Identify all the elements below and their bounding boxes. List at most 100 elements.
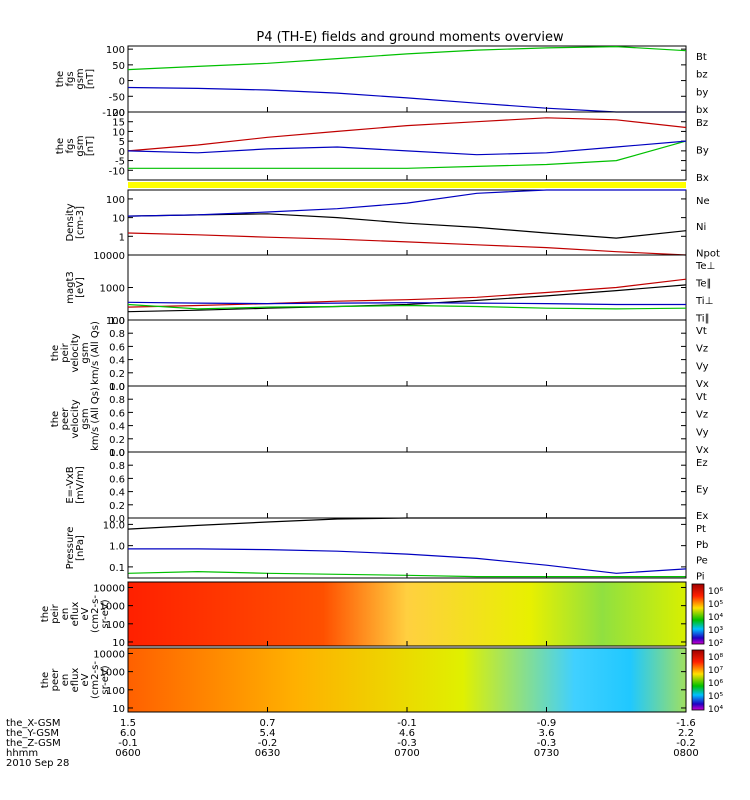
y-tick-label: 20 [112, 108, 125, 119]
y-tick-label: 0.6 [109, 408, 125, 419]
ephemeris-value: -0.3 [397, 738, 417, 749]
y-axis-label: (cm2-s- [90, 661, 101, 699]
legend-entry: Te⊥ [695, 261, 715, 272]
panel-frame [127, 517, 687, 579]
legend-entry: bx [696, 105, 708, 116]
y-tick-label: -50 [109, 92, 125, 103]
y-axis-label: km/s (All Qs) [90, 321, 101, 385]
panel-peir_eflux: 10⁶ 10⁵ 10⁴ 10³ 10² 10000 1000 100 10 the peir en ef… [40, 581, 723, 649]
legend-entry: Pt [696, 524, 706, 535]
y-tick-label: 1.0 [109, 316, 125, 327]
legend-entry: Ni [696, 222, 706, 233]
y-axis-label: en [60, 608, 71, 621]
y-tick-label: 0.8 [109, 395, 125, 406]
panel-pressure: 10.0 1.0 0.1 Pressure [nPa] Pt Pb Pe Pi [65, 517, 708, 583]
ephemeris-value: -0.2 [676, 738, 696, 749]
panel-frame [127, 385, 687, 453]
colorbar-peer_eflux [691, 649, 705, 711]
ephemeris-value: 6.0 [120, 728, 136, 739]
y-axis-label: eV [80, 607, 91, 620]
ephemeris-value: 3.6 [539, 728, 555, 739]
y-axis-label: sr-eV) [100, 665, 111, 694]
y-tick-label: -5 [115, 157, 125, 168]
y-tick-label: 1000 [100, 602, 125, 613]
y-tick-label: 1 [119, 232, 125, 243]
colorbar-label: 10⁷ [708, 666, 723, 676]
y-tick-label: 100 [106, 195, 125, 206]
spectrogram-peer_eflux [128, 648, 686, 712]
y-tick-label: 0.2 [109, 501, 125, 512]
panel-density: 100 10 1 Density [cm-3] Ne Ni Npot [65, 189, 720, 259]
panel-peir_velocity: 1.0 0.8 0.6 0.4 0.2 0.0 the peir velocity gsm km/s… [50, 316, 709, 393]
y-axis-label: [cm-3] [75, 206, 86, 239]
y-tick-label: -10 [109, 166, 125, 177]
ephemeris-value: 0700 [394, 748, 419, 759]
legend-entry: Ez [696, 458, 708, 469]
series-line-by [127, 45, 687, 71]
legend-entry: Vt [696, 392, 707, 403]
colorbar-label: 10³ [708, 626, 723, 636]
y-tick-label: 100 [106, 620, 125, 631]
y-tick-label: 100 [106, 686, 125, 697]
ephemeris-label: hhmm [6, 748, 38, 759]
legend-entry: Pe [696, 556, 708, 567]
y-axis-label: sr-eV) [100, 599, 111, 628]
panel-efield: 1.0 0.8 0.6 0.4 0.2 0.0 E=-VxB [mV/m] Ez Ey Ex [65, 448, 708, 525]
legend-entry: Vt [696, 326, 707, 337]
legend-entry: Pi [696, 572, 705, 583]
legend-entry: Bx [696, 173, 709, 184]
y-axis-label: the [50, 345, 61, 361]
y-axis-label: gsm [75, 135, 86, 156]
y-axis-label: the [40, 672, 51, 688]
panel-frame [127, 319, 687, 387]
series-line-Npot [127, 189, 686, 217]
y-axis-label: velocity [70, 399, 81, 438]
legend-entry: Vy [696, 427, 709, 438]
y-axis-label: the [40, 606, 51, 622]
chart-title: P4 (TH-E) fields and ground moments over… [256, 30, 564, 45]
y-tick-label: 1.0 [109, 382, 125, 393]
y-tick-label: 0.0 [109, 382, 125, 393]
panel-peer_eflux: 10⁸ 10⁷ 10⁶ 10⁵ 10⁴ 10000 1000 100 10 the peer en ef… [40, 647, 723, 715]
flag-bar [128, 182, 686, 188]
ephemeris-label: the_Z-GSM [6, 738, 61, 749]
legend-entry: Vz [696, 344, 708, 355]
panel-temperature: 10000 1000 100 magt3 [eV] Te⊥ Te∥ Ti⊥ Ti∥ [65, 251, 715, 327]
y-axis-label: en [60, 674, 71, 687]
y-tick-label: 0.0 [109, 448, 125, 459]
y-tick-label: 10 [112, 704, 125, 715]
y-axis-label: [nT] [85, 69, 96, 89]
colorbar-label: 10⁶ [708, 587, 723, 597]
series-line-Te⊥ [127, 278, 687, 308]
ephemeris-value: -0.1 [397, 718, 417, 729]
y-tick-label: 1.0 [109, 542, 125, 553]
y-tick-label: 0.4 [109, 488, 125, 499]
legend-entry: Ex [696, 511, 708, 522]
ephemeris-label: the_X-GSM [6, 718, 60, 729]
ephemeris-value: 1.5 [120, 718, 136, 729]
series-line-Ni [127, 213, 687, 239]
y-axis-label: the [50, 411, 61, 427]
legend-entry: Vy [696, 361, 709, 372]
colorbar-label: 10⁶ [708, 679, 723, 689]
y-tick-label: 0.6 [109, 474, 125, 485]
legend-entry: Te∥ [695, 278, 712, 289]
y-axis-label: velocity [70, 333, 81, 372]
legend-entry: Vx [696, 445, 709, 456]
y-axis-label: km/s (All Qs) [90, 387, 101, 451]
y-tick-label: 0.8 [109, 329, 125, 340]
series-line-Pi [128, 548, 687, 574]
ephemeris-value: -0.9 [537, 718, 557, 729]
y-tick-label: 100 [106, 316, 125, 327]
y-axis-label: the [55, 71, 66, 87]
y-axis-label: peir [50, 603, 61, 623]
y-tick-label: 0 [119, 147, 125, 158]
legend-entry: Bt [696, 52, 707, 63]
y-axis-label: [mV/m] [75, 466, 86, 504]
y-axis-label: [nPa] [75, 535, 86, 561]
y-tick-label: 0 [119, 77, 125, 88]
ephemeris-value: 2.2 [678, 728, 694, 739]
